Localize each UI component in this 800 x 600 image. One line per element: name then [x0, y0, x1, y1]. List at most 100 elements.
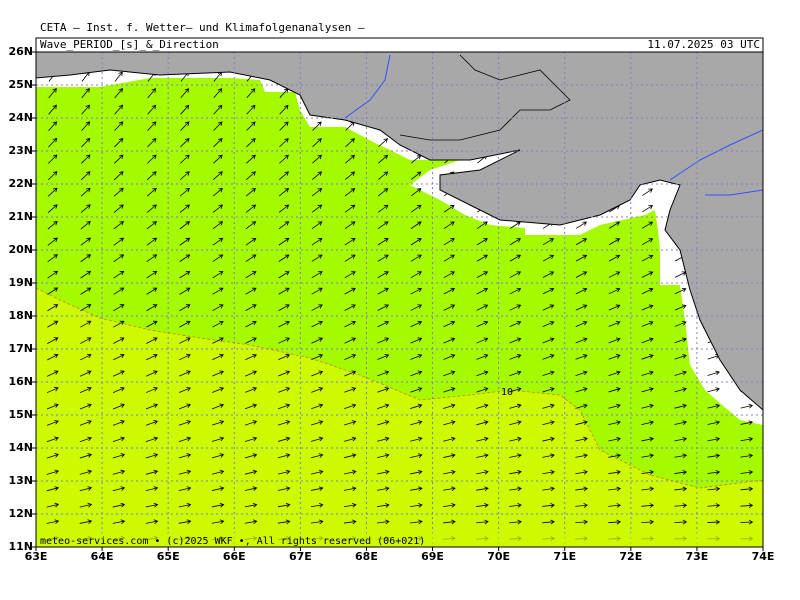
arrow — [311, 287, 323, 295]
arrow — [48, 104, 57, 115]
lat-label: 15N — [8, 408, 33, 421]
contour-line — [35, 287, 764, 489]
arrow — [81, 121, 91, 131]
arrow — [443, 502, 456, 508]
arrow — [443, 238, 455, 246]
arrow — [79, 420, 92, 426]
arrow — [245, 254, 257, 262]
arrow — [79, 403, 92, 410]
arrow — [608, 370, 621, 376]
arrow — [377, 304, 390, 311]
arrow — [542, 337, 555, 344]
arrow — [146, 204, 157, 213]
arrow — [509, 271, 522, 278]
arrow — [278, 353, 291, 361]
arrow — [146, 337, 158, 344]
arrow — [112, 453, 126, 459]
arrow — [344, 304, 356, 311]
arrow — [377, 486, 390, 492]
arrow — [47, 320, 59, 328]
arrow — [509, 420, 522, 426]
arrow — [46, 403, 59, 410]
arrow — [179, 237, 191, 246]
arrow — [245, 353, 257, 361]
arrow — [146, 304, 158, 312]
arrow — [179, 187, 190, 197]
arrow — [410, 188, 422, 197]
arrow — [509, 287, 522, 295]
arrow — [311, 420, 324, 426]
arrow — [244, 469, 258, 475]
arrow — [244, 502, 258, 508]
arrow — [377, 370, 390, 377]
frame — [35, 51, 764, 548]
arrow — [377, 271, 389, 279]
arrow — [410, 403, 423, 409]
arrow — [542, 420, 555, 426]
arrow — [641, 354, 654, 360]
arrow — [377, 353, 390, 360]
arrow — [80, 270, 92, 279]
arrow — [179, 171, 190, 181]
arrow — [211, 453, 225, 459]
arrow — [377, 420, 390, 426]
arrow — [212, 353, 224, 361]
arrow — [575, 503, 588, 508]
arrow — [278, 420, 291, 426]
arrow — [244, 436, 258, 442]
arrow — [145, 502, 159, 508]
arrow — [244, 486, 258, 492]
arrow — [146, 187, 157, 197]
arrow — [410, 320, 423, 328]
arrow — [178, 403, 192, 410]
arrow — [180, 121, 190, 131]
header-title: CETA — Inst. f. Wetter— und Klimafolgena… — [40, 21, 365, 34]
arrow — [344, 287, 356, 295]
arrow — [311, 221, 323, 230]
arrow — [178, 469, 192, 475]
arrow — [608, 519, 622, 525]
arrow — [509, 469, 522, 475]
lat-label: 21N — [8, 210, 33, 223]
arrow — [312, 138, 322, 148]
arrow — [542, 387, 555, 393]
arrow — [179, 271, 191, 279]
arrow — [46, 436, 59, 443]
arrow — [114, 71, 123, 82]
arrow — [410, 469, 423, 475]
arrow — [145, 453, 159, 459]
arrow — [245, 204, 257, 213]
arrow — [476, 420, 489, 426]
arrow — [443, 420, 456, 426]
arrow — [212, 304, 224, 312]
arrow — [343, 502, 357, 508]
arrow — [178, 420, 192, 426]
arrow — [443, 453, 456, 458]
arrow — [279, 138, 289, 148]
arrow — [509, 453, 522, 459]
arrow — [476, 387, 489, 393]
arrow — [146, 370, 158, 377]
arrow — [410, 486, 423, 492]
arrow — [113, 304, 125, 312]
arrow — [377, 337, 390, 344]
arrow — [244, 420, 258, 426]
arrow — [278, 271, 290, 279]
arrow — [279, 121, 289, 131]
arrow — [542, 436, 555, 442]
arrow — [180, 154, 190, 164]
arrow — [509, 238, 521, 246]
arrow — [641, 519, 655, 525]
arrow — [79, 370, 92, 377]
arrow — [244, 519, 258, 525]
arrow — [509, 486, 522, 492]
arrow — [179, 353, 191, 361]
arrow — [212, 370, 224, 377]
arrow — [575, 287, 588, 295]
arrow — [443, 320, 456, 328]
arrow — [443, 204, 455, 213]
arrow — [575, 403, 588, 409]
arrow — [81, 137, 91, 148]
arrow — [179, 221, 191, 230]
arrow — [211, 436, 225, 442]
